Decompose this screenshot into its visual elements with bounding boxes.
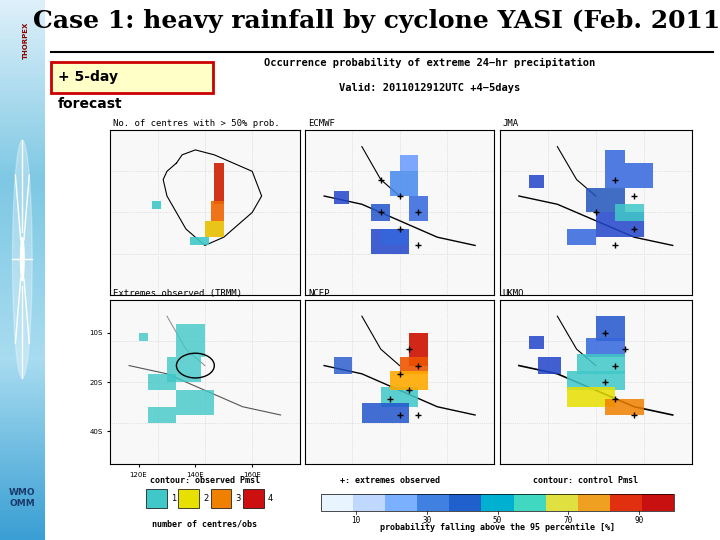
Bar bbox=[381, 387, 418, 407]
Bar bbox=[152, 201, 161, 209]
Text: 90: 90 bbox=[634, 516, 644, 524]
Bar bbox=[538, 357, 561, 374]
Bar bbox=[176, 390, 215, 415]
Bar bbox=[610, 494, 642, 511]
Text: 3: 3 bbox=[235, 494, 240, 503]
Bar bbox=[210, 489, 231, 508]
Bar bbox=[353, 494, 385, 511]
Bar bbox=[390, 370, 428, 390]
Bar bbox=[409, 333, 428, 366]
Text: Valid: 2011012912UTC +4−5days: Valid: 2011012912UTC +4−5days bbox=[339, 83, 521, 93]
Text: Occurrence probability of extreme 24−hr precipitation: Occurrence probability of extreme 24−hr … bbox=[264, 58, 595, 68]
Bar bbox=[333, 357, 352, 374]
Bar bbox=[385, 494, 417, 511]
Bar bbox=[372, 204, 390, 221]
Bar bbox=[615, 204, 644, 221]
Bar bbox=[372, 229, 409, 254]
Bar bbox=[528, 336, 544, 349]
Text: ECMWF: ECMWF bbox=[308, 119, 335, 128]
Text: + 5-day: + 5-day bbox=[58, 70, 118, 84]
Bar bbox=[567, 229, 596, 245]
Bar bbox=[215, 163, 224, 204]
Bar bbox=[546, 494, 578, 511]
Bar bbox=[417, 494, 449, 511]
Bar bbox=[586, 338, 625, 357]
Text: 70: 70 bbox=[564, 516, 573, 524]
FancyBboxPatch shape bbox=[51, 62, 214, 93]
Bar bbox=[320, 494, 353, 511]
Bar bbox=[482, 494, 513, 511]
Bar bbox=[567, 370, 625, 390]
Circle shape bbox=[21, 238, 24, 281]
Bar bbox=[642, 494, 675, 511]
Text: contour: observed Pmsl: contour: observed Pmsl bbox=[150, 476, 260, 485]
Bar bbox=[513, 494, 546, 511]
Text: JMA: JMA bbox=[503, 119, 518, 128]
Bar bbox=[567, 387, 615, 407]
Bar bbox=[179, 489, 199, 508]
Bar bbox=[205, 221, 224, 237]
Bar bbox=[138, 333, 148, 341]
Bar bbox=[333, 191, 348, 204]
Text: No. of centres with > 50% prob.: No. of centres with > 50% prob. bbox=[113, 119, 279, 128]
Bar bbox=[578, 494, 610, 511]
Bar bbox=[320, 494, 675, 511]
Bar bbox=[210, 201, 224, 221]
Bar bbox=[400, 155, 418, 171]
Bar bbox=[146, 489, 167, 508]
Bar bbox=[390, 171, 418, 196]
Text: UKMO: UKMO bbox=[503, 288, 524, 298]
Text: 50: 50 bbox=[493, 516, 502, 524]
Bar bbox=[148, 407, 176, 423]
Text: 10: 10 bbox=[351, 516, 361, 524]
Bar bbox=[606, 399, 644, 415]
Bar bbox=[577, 354, 625, 374]
Bar bbox=[586, 188, 625, 212]
Bar bbox=[189, 237, 209, 245]
Bar bbox=[362, 403, 409, 423]
Bar bbox=[528, 174, 544, 188]
Text: contour: control Pmsl: contour: control Pmsl bbox=[534, 476, 639, 485]
Bar bbox=[167, 357, 201, 382]
Text: 2: 2 bbox=[203, 494, 208, 503]
Text: NCEP: NCEP bbox=[308, 288, 330, 298]
Bar bbox=[400, 357, 428, 374]
Text: 4: 4 bbox=[267, 494, 273, 503]
Bar bbox=[243, 489, 264, 508]
Bar bbox=[449, 494, 482, 511]
Bar bbox=[409, 196, 428, 221]
Bar bbox=[606, 163, 654, 188]
Bar bbox=[596, 212, 644, 237]
Text: 1: 1 bbox=[171, 494, 176, 503]
Text: 30: 30 bbox=[422, 516, 431, 524]
Circle shape bbox=[12, 140, 32, 378]
Bar bbox=[148, 374, 176, 390]
Text: number of centres/obs: number of centres/obs bbox=[153, 519, 257, 529]
Text: THORPEX: THORPEX bbox=[23, 22, 29, 59]
Text: forecast: forecast bbox=[58, 97, 123, 111]
Text: Extremes observed (TRMM): Extremes observed (TRMM) bbox=[113, 288, 242, 298]
Text: +: extremes observed: +: extremes observed bbox=[340, 476, 440, 485]
Bar bbox=[381, 229, 409, 245]
Bar bbox=[606, 150, 625, 163]
Bar bbox=[596, 316, 625, 341]
Text: probability falling above the 95 percentile [%]: probability falling above the 95 percent… bbox=[380, 523, 615, 531]
Text: Case 1: heavy rainfall by cyclone YASI (Feb. 2011): Case 1: heavy rainfall by cyclone YASI (… bbox=[33, 9, 720, 32]
Bar bbox=[176, 325, 205, 357]
Text: WMO
OMM: WMO OMM bbox=[9, 488, 35, 508]
